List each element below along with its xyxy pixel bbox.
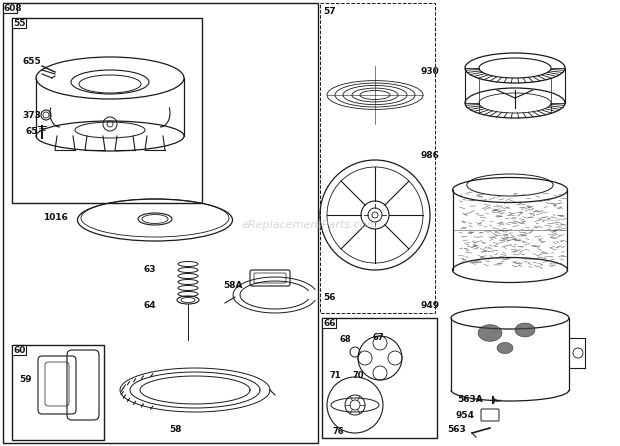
Text: 986: 986 <box>420 150 440 160</box>
Bar <box>322 318 437 438</box>
Text: 373: 373 <box>22 111 42 120</box>
Text: 57: 57 <box>324 8 336 17</box>
Text: 563A: 563A <box>457 396 483 405</box>
Text: 65: 65 <box>26 128 38 136</box>
Text: 60: 60 <box>13 346 25 355</box>
Bar <box>320 3 435 313</box>
Bar <box>12 345 104 440</box>
Polygon shape <box>478 325 502 341</box>
Text: 563: 563 <box>448 425 466 434</box>
Text: 59: 59 <box>20 376 32 384</box>
Text: 66: 66 <box>323 319 335 328</box>
Polygon shape <box>515 323 535 337</box>
Bar <box>322 318 336 328</box>
Bar <box>3 3 17 13</box>
Text: 63: 63 <box>144 265 156 274</box>
Bar <box>3 3 318 443</box>
Text: 71: 71 <box>329 371 341 380</box>
Text: 608: 608 <box>4 4 22 13</box>
Text: 67: 67 <box>372 334 384 343</box>
Text: 55: 55 <box>13 19 25 28</box>
Text: 949: 949 <box>420 301 440 310</box>
Text: 930: 930 <box>420 67 440 77</box>
Text: 954: 954 <box>456 410 474 420</box>
Polygon shape <box>497 343 513 354</box>
Bar <box>12 18 26 28</box>
Bar <box>12 18 202 203</box>
Text: 58: 58 <box>169 425 181 434</box>
Text: 76: 76 <box>332 428 344 437</box>
Text: 655: 655 <box>22 58 42 66</box>
Text: 56: 56 <box>324 293 336 302</box>
Text: 1016: 1016 <box>43 214 68 223</box>
Text: eReplacementParts.com: eReplacementParts.com <box>242 220 378 230</box>
Text: 64: 64 <box>144 301 156 310</box>
Text: 70: 70 <box>352 371 364 380</box>
Text: 58A: 58A <box>223 281 243 289</box>
Text: 68: 68 <box>339 335 351 344</box>
Bar <box>12 345 26 355</box>
